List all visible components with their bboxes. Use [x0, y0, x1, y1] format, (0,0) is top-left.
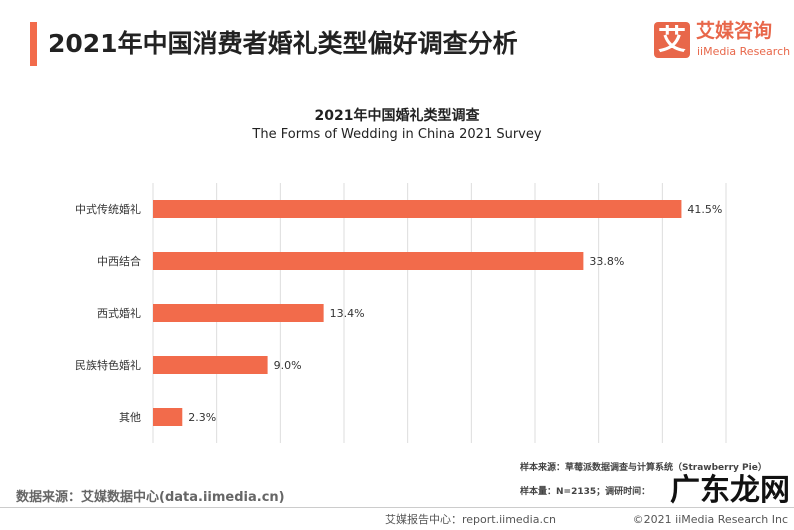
- footer: 艾媒报告中心：report.iimedia.cn ©2021 iiMedia R…: [0, 507, 794, 530]
- logo-mark: 艾: [654, 22, 690, 58]
- bar: [153, 408, 183, 426]
- category-label: 中式传统婚礼: [75, 202, 141, 216]
- data-label: 2.3%: [188, 411, 216, 424]
- data-label: 9.0%: [274, 359, 302, 372]
- bar-chart: 中式传统婚礼 41.5% 中西结合 33.8% 西式婚礼 13.4% 民族特色婚礼 9.0% 其…: [75, 183, 727, 443]
- chart-subtitle: The Forms of Wedding in China 2021 Surve…: [252, 127, 542, 142]
- category-label: 民族特色婚礼: [75, 358, 141, 372]
- category-label: 其他: [119, 411, 141, 424]
- sample-size: 样本量：N=2135；调研时间：: [520, 487, 651, 497]
- data-label: 33.8%: [589, 255, 624, 268]
- sample-source: 样本来源：草莓派数据调查与计算系统（Strawberry Pie）: [520, 463, 767, 473]
- page-title: 2021年中国消费者婚礼类型偏好调查分析: [48, 29, 518, 58]
- footer-copyright: ©2021 iiMedia Research Inc: [632, 513, 788, 526]
- bar: [153, 356, 268, 374]
- watermark: 广东龙网: [670, 473, 790, 508]
- chart-title: 2021年中国婚礼类型调查: [314, 108, 480, 124]
- footer-report: 艾媒报告中心：report.iimedia.cn: [385, 513, 556, 526]
- data-label: 41.5%: [687, 203, 722, 216]
- category-label: 西式婚礼: [97, 306, 141, 320]
- category-label: 中西结合: [97, 254, 141, 268]
- data-label: 13.4%: [330, 307, 365, 320]
- bar: [153, 200, 682, 218]
- logo-en: iiMedia Research: [697, 45, 791, 58]
- data-source: 数据来源：艾媒数据中心(data.iimedia.cn): [16, 490, 285, 505]
- bar: [153, 304, 324, 322]
- title-accent-bar: [30, 22, 37, 66]
- bar: [153, 252, 584, 270]
- logo-cn: 艾媒咨询: [696, 20, 773, 42]
